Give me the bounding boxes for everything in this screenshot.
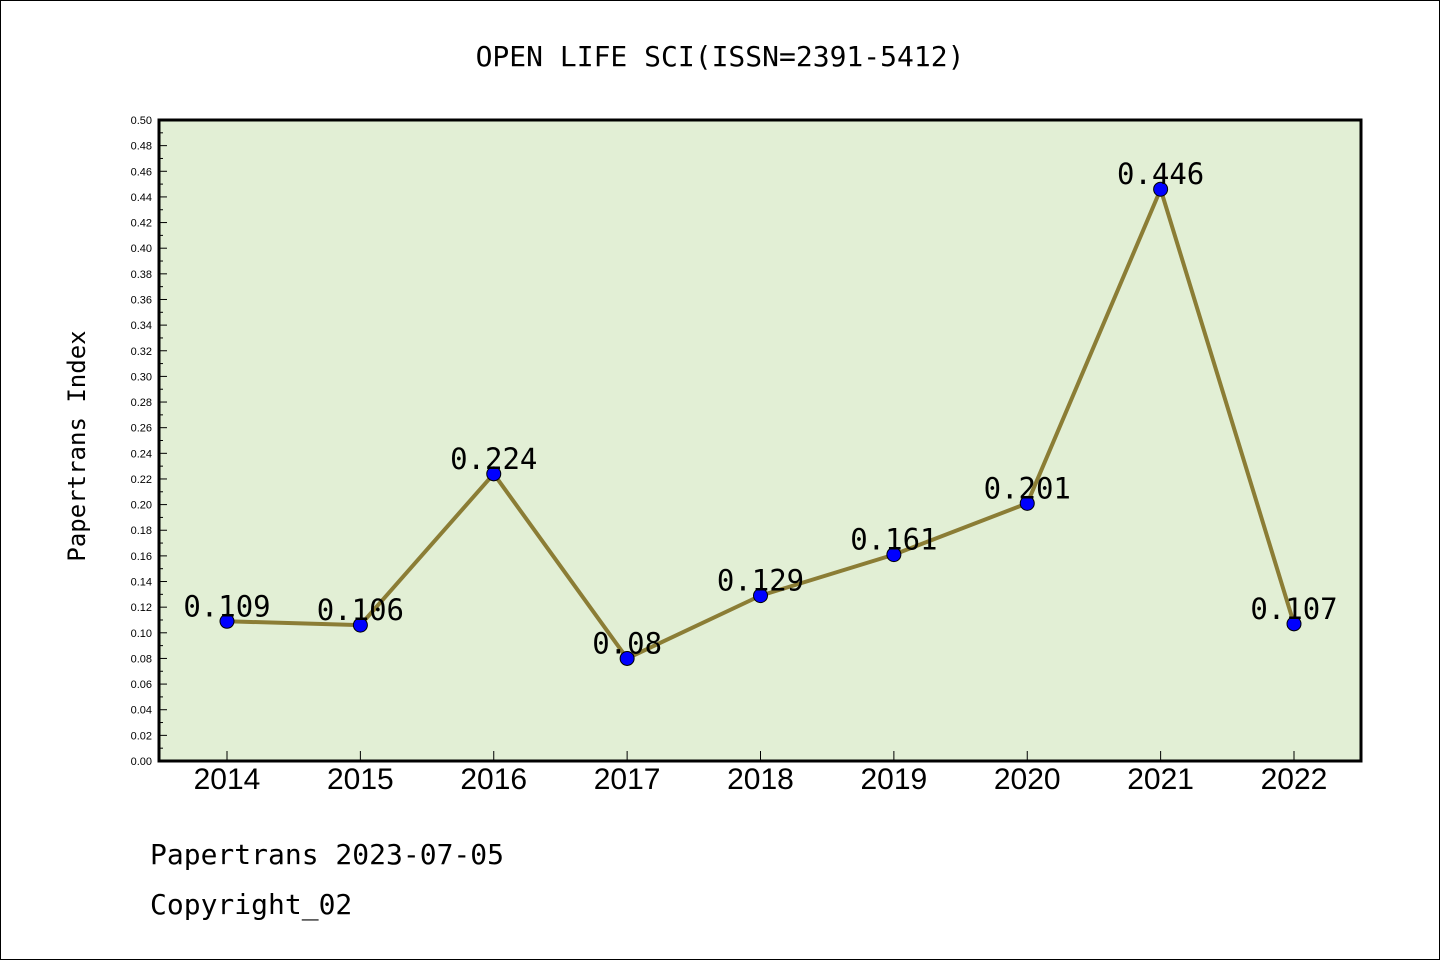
y-tick-label: 0.30 <box>131 371 152 383</box>
y-axis-label: Papertrans Index <box>63 330 91 561</box>
data-point-2014 <box>219 613 235 629</box>
y-tick-label: 0.34 <box>131 320 152 332</box>
y-tick-label: 0.48 <box>131 141 152 153</box>
x-tick-label: 2016 <box>460 763 527 796</box>
data-label-2016: 0.224 <box>450 442 537 476</box>
y-tick-label: 0.14 <box>131 577 152 589</box>
y-tick-label: 0.50 <box>131 115 152 127</box>
y-tick-label: 0.18 <box>131 525 152 537</box>
x-tick-label: 2020 <box>994 763 1061 796</box>
plot-border <box>157 118 1363 763</box>
x-tick-label: 2021 <box>1127 763 1194 796</box>
data-point-2016 <box>486 466 502 482</box>
y-tick-label: 0.22 <box>131 474 152 486</box>
y-tick-label: 0.40 <box>131 243 152 255</box>
x-tick-label: 2019 <box>861 763 928 796</box>
y-tick-label: 0.04 <box>131 705 152 717</box>
y-tick-label: 0.36 <box>131 294 152 306</box>
footer-date: Papertrans 2023-07-05 <box>150 838 504 871</box>
chart-title: OPEN LIFE SCI(ISSN=2391-5412) <box>476 40 965 73</box>
x-axis: 2014 2015 2016 2017 2018 2019 2020 2021 2022 <box>194 751 1328 796</box>
y-tick-label: 0.06 <box>131 679 152 691</box>
data-point-2018 <box>753 588 768 604</box>
y-tick-label: 0.32 <box>131 346 152 358</box>
y-tick-label: 0.12 <box>131 602 152 614</box>
y-tick-label: 0.16 <box>131 551 152 563</box>
data-label-2019: 0.161 <box>850 523 937 557</box>
x-tick-label: 2017 <box>594 763 661 796</box>
y-tick-label: 0.44 <box>131 192 152 204</box>
y-tick-label: 0.00 <box>131 756 152 768</box>
data-label-2021: 0.446 <box>1117 157 1204 191</box>
x-tick-label: 2015 <box>327 763 394 796</box>
data-label-2014: 0.109 <box>183 589 270 623</box>
data-point-2020 <box>1019 495 1035 511</box>
data-label-2018: 0.129 <box>717 564 804 598</box>
y-tick-label: 0.02 <box>131 730 152 742</box>
series-markers <box>219 181 1302 666</box>
y-tick-label: 0.42 <box>131 218 152 230</box>
plot-area <box>159 120 1361 761</box>
y-tick-label: 0.24 <box>131 448 152 460</box>
x-tick-label: 2014 <box>194 763 261 796</box>
y-tick-label: 0.08 <box>131 653 152 665</box>
data-point-2015 <box>352 617 368 633</box>
data-point-2019 <box>886 547 902 563</box>
data-label-2015: 0.106 <box>317 593 404 627</box>
y-tick-label: 0.46 <box>131 166 152 178</box>
y-tick-label: 0.26 <box>131 423 152 435</box>
y-tick-label: 0.28 <box>131 397 152 409</box>
x-tick-label: 2018 <box>727 763 794 796</box>
x-tick-label: 2022 <box>1261 763 1328 796</box>
footer-copyright: Copyright_02 <box>150 888 352 922</box>
data-label-2020: 0.201 <box>984 471 1071 505</box>
data-labels: 0.109 0.106 0.224 0.08 0.129 0.161 0.201 0.446 0… <box>183 157 1337 660</box>
data-point-2017 <box>619 650 635 666</box>
data-label-2022: 0.107 <box>1250 592 1337 626</box>
data-label-2017: 0.08 <box>592 626 662 660</box>
y-tick-label: 0.10 <box>131 628 152 640</box>
data-point-2021 <box>1153 181 1169 197</box>
y-tick-label: 0.38 <box>131 269 152 281</box>
y-tick-label: 0.20 <box>131 500 152 512</box>
data-point-2022 <box>1286 616 1302 632</box>
